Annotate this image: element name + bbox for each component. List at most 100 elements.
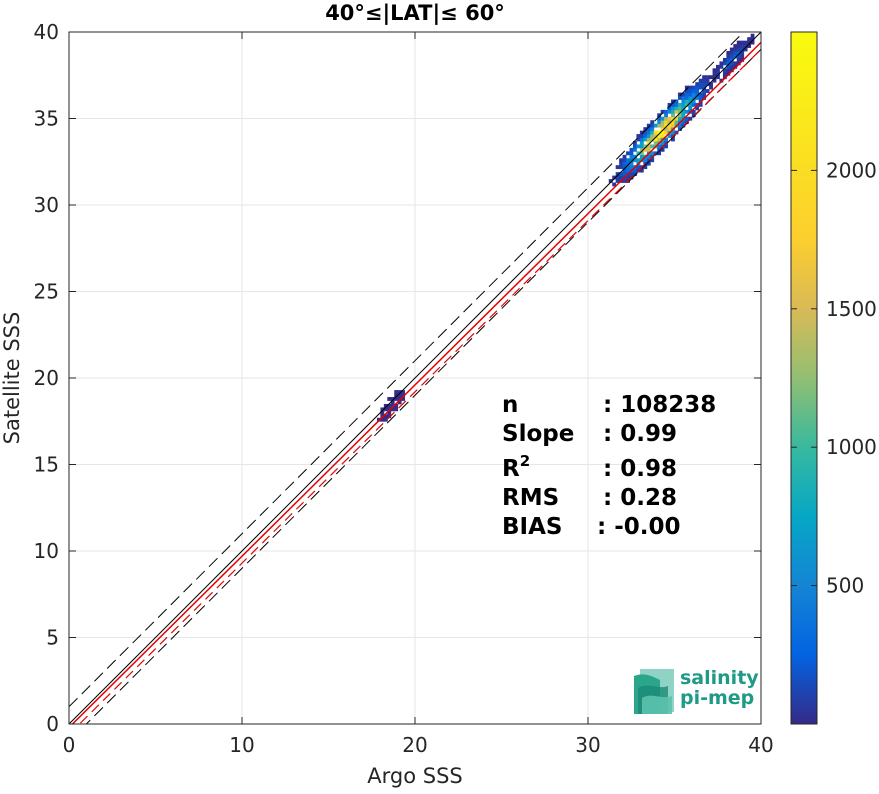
density-cell — [646, 147, 651, 152]
density-cell — [632, 158, 637, 163]
density-cell — [702, 89, 707, 93]
density-cell — [622, 158, 627, 163]
density-cell — [664, 137, 668, 142]
density-cell — [671, 106, 675, 111]
logo-line1: salinity — [680, 667, 759, 689]
density-cell — [646, 158, 651, 163]
density-cell — [650, 127, 655, 132]
density-cell — [646, 154, 651, 159]
density-cell — [684, 99, 689, 104]
density-cell — [657, 116, 662, 121]
density-cell — [664, 116, 668, 121]
density-cell — [688, 102, 693, 107]
y-tick-label: 40 — [34, 20, 59, 44]
density-cell — [646, 130, 651, 135]
density-cell — [677, 127, 682, 132]
density-cell — [740, 54, 745, 59]
y-tick-label: 35 — [34, 107, 59, 131]
regression-dashed-line — [78, 48, 761, 724]
density-cell — [667, 116, 672, 121]
density-cell — [660, 140, 665, 145]
density-cell — [743, 40, 748, 45]
density-cell — [709, 82, 713, 87]
density-cell — [401, 393, 406, 398]
density-cell — [646, 161, 651, 166]
density-cell — [619, 165, 623, 170]
density-cell — [653, 140, 658, 145]
density-cell — [390, 400, 395, 405]
density-cell — [639, 134, 644, 138]
density-cell — [397, 397, 402, 401]
density-cell — [657, 151, 662, 156]
density-cell — [722, 71, 727, 76]
density-cell — [646, 123, 651, 128]
stat-rms-label: RMS — [502, 485, 559, 511]
density-cell — [653, 123, 658, 128]
density-cell — [671, 130, 675, 135]
density-cell — [650, 134, 655, 138]
density-cell — [650, 120, 655, 125]
density-cell — [705, 89, 710, 93]
density-cell — [615, 175, 620, 180]
reference-lines — [69, 32, 761, 724]
y-tick-label: 10 — [34, 539, 59, 563]
density-cell — [726, 51, 731, 55]
density-cell — [712, 78, 717, 83]
density-cell — [650, 144, 655, 149]
density-cell — [705, 75, 710, 80]
density-cell — [380, 417, 385, 422]
lower-dashed-line — [85, 48, 761, 724]
density-cell — [747, 37, 752, 42]
density-cell — [691, 96, 696, 100]
density-cell — [722, 61, 727, 66]
density-cell — [636, 151, 641, 156]
density-cell — [677, 102, 682, 107]
density-cell — [387, 403, 392, 408]
density-cell — [619, 175, 623, 180]
density-cell — [643, 127, 648, 132]
density-cell — [688, 89, 693, 93]
density-cell — [684, 102, 689, 107]
density-cell — [660, 134, 665, 138]
density-cell — [674, 116, 679, 121]
density-cell — [646, 134, 651, 138]
density-cell — [681, 102, 686, 107]
density-cell — [636, 134, 641, 138]
density-cell — [643, 137, 648, 142]
density-cell — [719, 64, 724, 69]
density-cell — [650, 151, 655, 156]
density-cell — [740, 47, 745, 52]
density-cell — [636, 137, 641, 142]
density-cell — [643, 134, 648, 138]
density-cell — [722, 57, 727, 62]
density-cell — [681, 113, 686, 118]
density-cell — [667, 120, 672, 125]
density-cell — [629, 147, 634, 152]
x-tick-label: 20 — [402, 733, 427, 757]
y-tick-label: 5 — [46, 626, 59, 650]
density-cell — [691, 102, 696, 107]
density-cell — [695, 106, 700, 111]
density-cell — [660, 120, 665, 125]
y-tick-label: 0 — [46, 712, 59, 736]
colorbar-tick-label: 1500 — [826, 297, 877, 321]
density-cell — [671, 123, 675, 128]
density-cell — [650, 130, 655, 135]
density-cell — [681, 92, 686, 97]
density-cell — [667, 134, 672, 138]
density-cell — [653, 134, 658, 138]
density-cell — [608, 179, 613, 183]
density-cell — [650, 123, 655, 128]
density-cell — [681, 99, 686, 104]
density-cell — [736, 40, 741, 45]
density-cell — [740, 40, 745, 45]
density-cell — [733, 54, 738, 59]
density-cells — [376, 33, 755, 422]
regression-line — [71, 41, 761, 724]
density-cell — [726, 64, 731, 69]
density-cell — [677, 113, 682, 118]
density-cell — [688, 99, 693, 104]
density-cell — [383, 414, 388, 419]
density-cell — [671, 113, 675, 118]
density-cell — [702, 78, 707, 83]
